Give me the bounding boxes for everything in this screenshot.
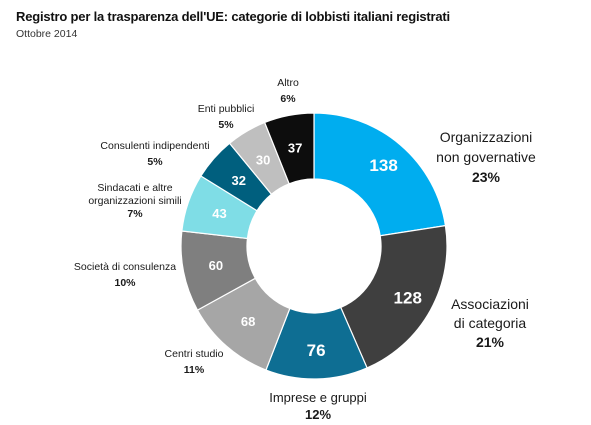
category-label-imprese-e-gruppi: Imprese e gruppi 12% [269, 390, 367, 422]
value-label-organizzazioni-non-governative: 138 [369, 156, 397, 175]
category-name: Società di consulenza [74, 261, 176, 273]
category-label-enti-pubblici: Enti pubblici 5% [198, 103, 255, 131]
category-name: Associazioni [451, 296, 529, 312]
percent-label: 5% [147, 156, 163, 168]
category-name: Organizzazioni [440, 129, 533, 145]
percent-label: 10% [114, 277, 136, 289]
category-name: Sindacati e altre [97, 182, 172, 194]
category-name: di categoria [454, 315, 527, 331]
value-label-centri-studio: 68 [241, 314, 255, 329]
category-label-consulenti-indipendenti: Consulenti indipendenti 5% [100, 140, 209, 168]
value-label-associazioni-di-categoria: 128 [394, 289, 422, 308]
category-name: Altro [277, 77, 299, 89]
category-name: Enti pubblici [198, 103, 255, 115]
value-label-sindacati-e-altre-organizzazioni-simili: 43 [212, 206, 226, 221]
category-name: non governative [436, 149, 536, 165]
category-name: Consulenti indipendenti [100, 140, 209, 152]
percent-label: 21% [476, 334, 505, 350]
slice-associazioni-di-categoria [339, 224, 448, 369]
percent-label: 5% [218, 119, 234, 131]
category-label-societa-di-consulenza: Società di consulenza 10% [74, 261, 176, 289]
category-label-organizzazioni-non-governative: Organizzazioni non governative 23% [436, 129, 536, 185]
category-name: Imprese e gruppi [269, 390, 367, 405]
category-name: organizzazioni simili [88, 195, 181, 207]
category-label-altro: Altro 6% [277, 77, 299, 105]
percent-label: 11% [184, 364, 205, 376]
value-label-enti-pubblici: 30 [256, 153, 270, 168]
percent-label: 7% [127, 208, 143, 220]
category-label-associazioni-di-categoria: Associazioni di categoria 21% [451, 296, 529, 350]
value-label-imprese-e-gruppi: 76 [307, 341, 326, 360]
category-label-centri-studio: Centri studio 11% [165, 348, 224, 376]
slice-organizzazioni-non-governative [313, 112, 447, 237]
percent-label: 23% [472, 169, 501, 185]
value-label-consulenti-indipendenti: 32 [231, 173, 245, 188]
category-name: Centri studio [165, 348, 224, 360]
slice-altro [263, 112, 315, 185]
value-label-societa-di-consulenza: 60 [209, 258, 223, 273]
percent-label: 12% [305, 407, 331, 422]
value-label-altro: 37 [288, 140, 302, 155]
percent-label: 6% [280, 93, 296, 105]
chart-subtitle: Ottobre 2014 [16, 28, 78, 40]
chart-title: Registro per la trasparenza dell'UE: cat… [16, 9, 450, 24]
